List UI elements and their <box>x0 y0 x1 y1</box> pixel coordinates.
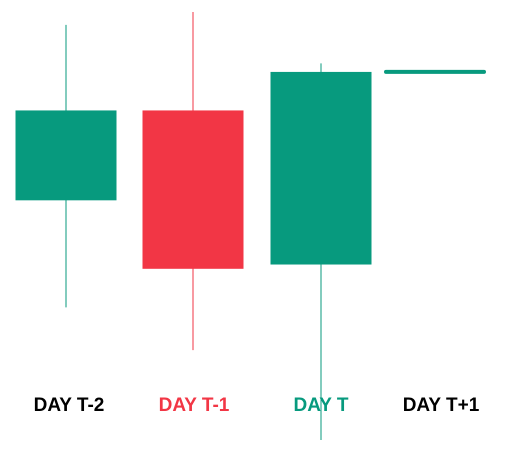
x-tick-label-day-t: DAY T <box>293 395 349 416</box>
x-tick-label-day-t-plus-1: DAY T+1 <box>402 395 480 416</box>
candle-day-t-1-body <box>142 110 244 269</box>
x-tick-label-day-t-2: DAY T-2 <box>33 395 105 416</box>
candle-day-t-2-body <box>15 110 117 201</box>
x-tick-label-day-t-1: DAY T-1 <box>158 395 230 416</box>
candle-day-t-body <box>270 71 372 265</box>
